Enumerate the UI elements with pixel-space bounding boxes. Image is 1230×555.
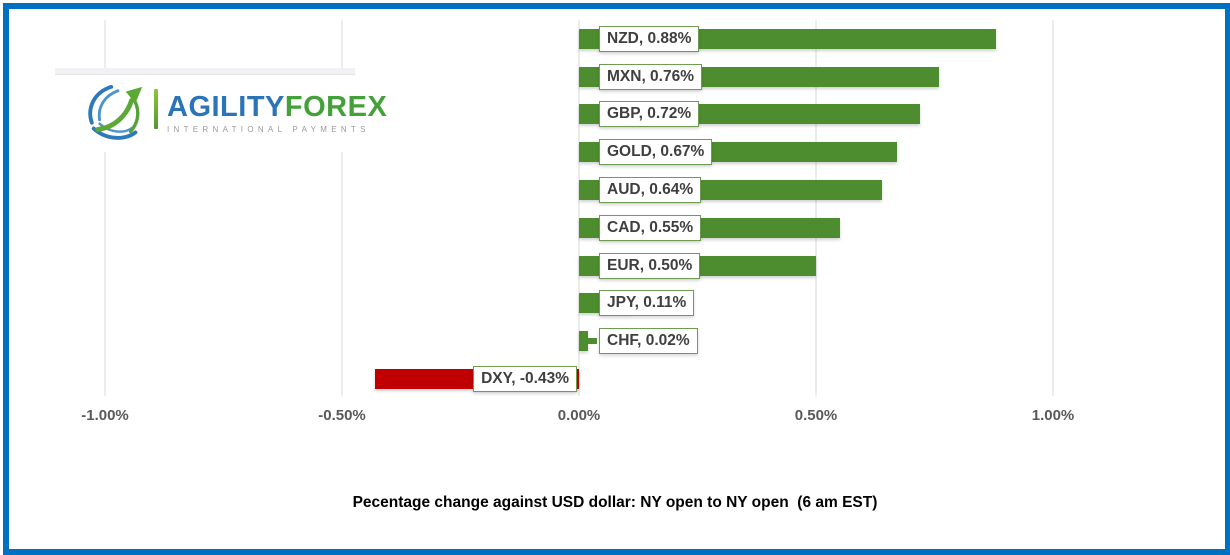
leader-line bbox=[588, 338, 597, 345]
bar-row: GOLD, 0.67% bbox=[105, 133, 1053, 171]
logo-wordmark: AGILITYFOREX bbox=[167, 92, 387, 122]
logo-top-strip bbox=[55, 68, 355, 75]
gridline bbox=[578, 20, 580, 396]
logo-separator bbox=[154, 89, 158, 129]
bar-label: CAD, 0.55% bbox=[599, 214, 702, 241]
plot-area: NZD, 0.88% MXN, 0.76% GBP, 0.72% GOLD, 0.67… bbox=[104, 20, 1054, 398]
logo-tagline: INTERNATIONAL PAYMENTS bbox=[167, 125, 370, 134]
gridline bbox=[815, 20, 817, 396]
agilityforex-logo: AGILITYFOREX INTERNATIONAL PAYMENTS bbox=[55, 68, 387, 152]
bar-row: JPY, 0.11% bbox=[105, 285, 1053, 323]
bar-row: CHF, 0.02% bbox=[105, 322, 1053, 360]
bar-row: GBP, 0.72% bbox=[105, 96, 1053, 134]
bar-row: NZD, 0.88% bbox=[105, 20, 1053, 58]
gridline bbox=[341, 20, 343, 396]
bar-label: DXY, -0.43% bbox=[473, 366, 577, 393]
gridline bbox=[104, 20, 106, 396]
bar-row: CAD, 0.55% bbox=[105, 209, 1053, 247]
x-axis-tick-label: -1.00% bbox=[81, 407, 129, 424]
bar-row: MXN, 0.76% bbox=[105, 58, 1053, 96]
gridline bbox=[1052, 20, 1054, 396]
bar-label: EUR, 0.50% bbox=[599, 252, 701, 279]
bar-label: JPY, 0.11% bbox=[599, 290, 695, 317]
bar-label: NZD, 0.88% bbox=[599, 25, 700, 52]
x-axis-tick-label: 0.00% bbox=[557, 407, 601, 424]
bar-label: GBP, 0.72% bbox=[599, 101, 700, 128]
logo-brand-primary: AGILITY bbox=[167, 91, 285, 123]
bar-row: DXY, -0.43% bbox=[105, 360, 1053, 398]
globe-arrow-icon bbox=[88, 84, 143, 140]
logo-brand-secondary: FOREX bbox=[284, 91, 388, 123]
x-axis-tick-label: 1.00% bbox=[1031, 407, 1075, 424]
bar-row: AUD, 0.64% bbox=[105, 171, 1053, 209]
x-axis-tick-label: 0.50% bbox=[794, 407, 838, 424]
chart-title: Pecentage change against USD dollar: NY … bbox=[352, 494, 878, 511]
x-axis-tick-label: -0.50% bbox=[318, 407, 366, 424]
bar-label: AUD, 0.64% bbox=[599, 177, 702, 204]
bar-label: CHF, 0.02% bbox=[599, 328, 698, 355]
bar-CHF bbox=[579, 331, 589, 352]
x-axis: -1.00% -0.50% 0.00% 0.50% 1.00% bbox=[81, 402, 1074, 430]
bar-label: MXN, 0.76% bbox=[599, 63, 703, 90]
bar-label: GOLD, 0.67% bbox=[599, 139, 713, 166]
bar-row: EUR, 0.50% bbox=[105, 247, 1053, 285]
